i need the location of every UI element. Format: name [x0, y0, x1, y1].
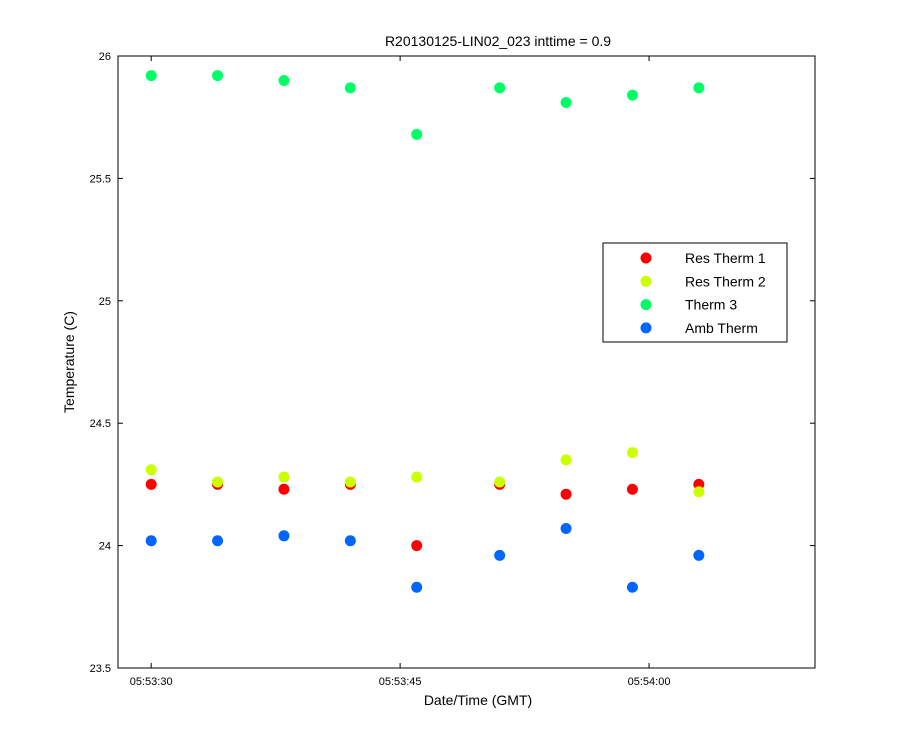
data-point	[560, 488, 572, 500]
data-point	[494, 549, 506, 561]
data-point	[560, 454, 572, 466]
legend-marker	[640, 252, 652, 264]
legend-label: Amb Therm	[685, 320, 758, 336]
x-tick-label: 05:53:30	[130, 676, 173, 688]
x-tick-label: 05:54:00	[628, 676, 671, 688]
y-tick-label: 25.5	[90, 173, 111, 185]
data-point	[411, 471, 423, 483]
y-tick-label: 24	[99, 541, 111, 553]
data-point	[145, 478, 157, 490]
legend: Res Therm 1 Res Therm 2 Therm 3 Amb Therm	[602, 242, 788, 343]
data-point	[278, 471, 290, 483]
data-point	[344, 82, 356, 94]
data-point	[411, 128, 423, 140]
data-point	[626, 447, 638, 459]
data-point	[212, 535, 224, 547]
data-point	[145, 70, 157, 82]
y-tick-label: 26	[99, 51, 111, 63]
data-point	[411, 540, 423, 552]
data-point	[344, 535, 356, 547]
x-axis-label: Date/Time (GMT)	[424, 692, 532, 708]
plot-area	[117, 55, 816, 669]
legend-box	[602, 242, 788, 343]
data-point	[494, 82, 506, 94]
x-tick-label: 05:53:45	[379, 676, 422, 688]
y-axis-label: Temperature (C)	[61, 311, 77, 413]
data-point	[693, 486, 705, 498]
data-point	[693, 549, 705, 561]
data-point	[626, 89, 638, 101]
legend-marker	[640, 275, 652, 287]
legend-marker	[640, 299, 652, 311]
data-point	[212, 70, 224, 82]
data-point	[494, 476, 506, 488]
y-tick-label: 23.5	[90, 663, 111, 675]
legend-marker	[640, 322, 652, 334]
legend-label: Therm 3	[685, 297, 737, 313]
data-point	[560, 522, 572, 534]
legend-label: Res Therm 2	[685, 273, 766, 289]
data-point	[344, 476, 356, 488]
data-point	[626, 581, 638, 593]
chart-title: R20130125-LIN02_023 inttime = 0.9	[385, 33, 611, 49]
x-axis: 05:53:30 05:53:45 05:54:00	[130, 56, 671, 688]
legend-items: Res Therm 1 Res Therm 2 Therm 3 Amb Therm	[640, 250, 766, 336]
data-point	[560, 97, 572, 109]
data-point	[278, 530, 290, 542]
y-tick-label: 25	[99, 296, 111, 308]
data-point	[212, 476, 224, 488]
data-points	[145, 70, 705, 593]
data-point	[278, 74, 290, 86]
data-point	[626, 483, 638, 495]
data-point	[278, 483, 290, 495]
data-point	[411, 581, 423, 593]
legend-label: Res Therm 1	[685, 250, 766, 266]
data-point	[145, 535, 157, 547]
y-axis: 23.5 24 24.5 25 25.5 26	[90, 51, 815, 675]
data-point	[145, 464, 157, 476]
y-tick-label: 24.5	[90, 418, 111, 430]
data-point	[693, 82, 705, 94]
